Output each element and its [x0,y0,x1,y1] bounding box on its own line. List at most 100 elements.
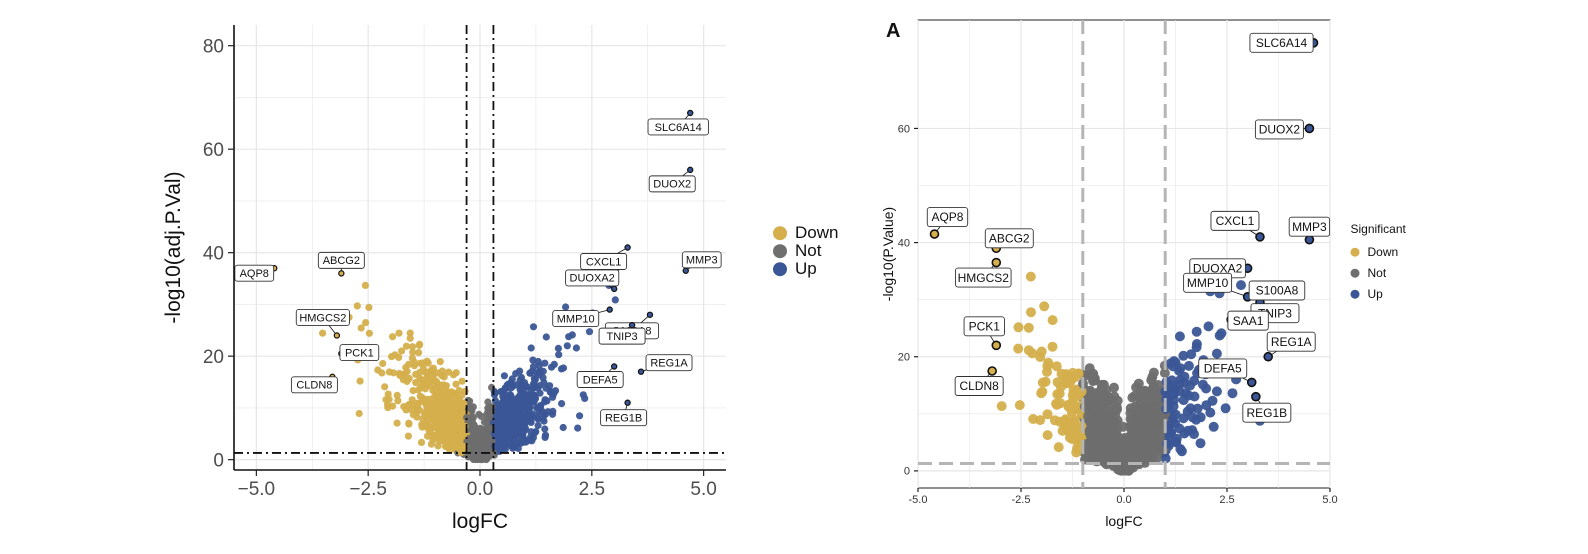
point-up [510,400,518,408]
point-down [446,418,454,426]
point-up [1191,326,1202,337]
gene-label: SAA1 [1233,314,1264,328]
point-down [1047,341,1058,352]
point-down [389,333,397,341]
gene-label-box [1288,216,1331,237]
gene-label-box [647,118,709,136]
highlighted-point [1251,391,1261,402]
point-up [1220,403,1231,414]
gene-label-box [317,251,365,269]
point-up [1183,360,1194,371]
gene-label-box [576,371,624,388]
left-x-axis-title: logFC [452,510,508,533]
gene-label-box [1210,210,1260,231]
point-not [477,412,485,420]
point-down [415,349,423,357]
point-not [1152,438,1162,449]
right-axes: -5.0 -2.5 0.0 2.5 5.0 0 20 40 60 [898,123,1338,506]
point-up [517,381,525,389]
point-up [563,342,571,350]
point-up [500,372,508,380]
gene-label-box [926,207,969,227]
point-down [409,348,417,356]
x-tick-label: -5.0 [909,494,928,506]
point-down [429,433,437,441]
point-up [527,391,535,399]
gene-label: SLC6A14 [655,122,702,134]
point-up [579,391,587,399]
gene-label-box [600,409,648,427]
point-not [1134,422,1145,433]
point-down [423,368,432,376]
point-down [442,404,450,412]
point-up [1170,418,1181,429]
point-down [407,406,415,414]
gene-label: S100A8 [1256,284,1299,298]
point-up [502,437,510,445]
point-not [1130,412,1140,423]
point-up [1175,444,1186,454]
point-down [393,391,401,399]
left-axes: −5.0 −2.5 0.0 2.5 5.0 0 20 40 60 80 [203,25,726,500]
point-not [1086,432,1097,443]
gene-label-box [234,264,275,282]
point-up [1179,371,1190,382]
point-up [546,382,554,390]
highlighted-point [1255,232,1265,242]
point-up [1198,379,1208,390]
point-down [432,395,440,403]
point-down [406,334,414,342]
point-not [466,397,474,405]
point-down [416,359,424,367]
point-not [1147,372,1158,383]
point-down [365,303,373,311]
point-up [527,344,535,352]
gene-label: PCK1 [969,320,1001,334]
point-down [423,398,431,406]
point-down [424,416,432,424]
point-up [550,390,558,398]
point-down [433,378,441,386]
point-up [1203,321,1214,332]
point-down [1047,315,1058,326]
gene-label: HMGCS2 [958,271,1010,285]
y-tick-label: 40 [898,237,910,249]
point-down [1067,373,1078,384]
point-down [1043,357,1054,368]
left-gene-labels: SLC6A14DUOX2CXCL1MMP3DUOXA2S100A8MMP10TN… [234,109,722,427]
point-down [1023,345,1034,356]
highlighted-point [646,311,654,318]
gene-label-box [339,344,380,362]
point-down [408,354,416,362]
legend-label-down: Down [795,223,838,242]
point-down [442,387,451,395]
y-tick-label: 20 [898,352,910,364]
point-down [424,432,432,440]
point-down [458,377,466,385]
point-down [406,329,414,337]
point-up [562,303,570,311]
point-down [1042,430,1053,441]
gene-label: ABCG2 [323,255,360,267]
point-up [1207,395,1218,406]
gene-label: REG1B [1246,406,1287,420]
point-up [527,398,535,406]
right-y-axis-title: -log10(P.Value) [880,207,896,301]
point-down [416,406,424,414]
point-not [1115,443,1126,454]
x-tick-label: -2.5 [1012,494,1031,506]
point-not [467,405,475,413]
point-not [488,403,496,411]
point-not [1089,416,1099,427]
highlighted-point [687,166,694,174]
point-down [404,432,412,440]
gene-label-box [290,376,338,394]
point-up [535,382,544,390]
point-up [585,328,594,336]
point-down [436,358,444,366]
highlighted-point [929,229,940,239]
point-down [365,329,373,337]
point-up [1174,331,1185,342]
